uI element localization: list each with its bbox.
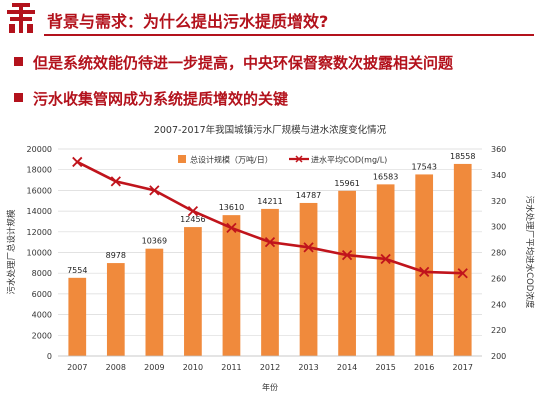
- slide-title: 背景与需求：为什么提出污水提质增效?: [47, 12, 329, 31]
- university-logo-icon: [7, 3, 35, 33]
- slide-header: 背景与需求：为什么提出污水提质增效?: [0, 0, 540, 38]
- bar: [68, 277, 87, 356]
- y2-axis-title: 污水处理厂平均进水COD浓度: [524, 196, 535, 309]
- bar-value-label: 12456: [180, 215, 205, 224]
- bullet-item: 但是系统效能仍待进一步提高，中央环保督察数次披露相关问题: [14, 52, 453, 73]
- cod-point-marker: [341, 249, 353, 261]
- bar-value-label: 16583: [373, 172, 398, 181]
- y-tick-label: 2000: [32, 331, 52, 340]
- bar-value-label: 8978: [106, 251, 126, 260]
- x-tick-label: 2010: [183, 363, 203, 372]
- x-tick-label: 2015: [375, 363, 395, 372]
- y-axis-title: 污水处理厂总设计规模: [6, 209, 17, 295]
- cod-point-marker: [457, 268, 468, 279]
- bar-value-label: 14211: [257, 197, 282, 206]
- y-tick-label: 18000: [27, 166, 52, 175]
- x-tick-label: 2012: [260, 363, 280, 372]
- bar: [261, 208, 279, 356]
- bar: [453, 163, 472, 356]
- cod-point-marker: [226, 222, 237, 234]
- x-tick-label: 2009: [144, 363, 164, 372]
- bar: [376, 184, 395, 356]
- y2-tick-label: 300: [491, 223, 506, 232]
- x-tick-label: 2014: [337, 363, 357, 372]
- legend-marker: [295, 155, 303, 163]
- y-tick-label: 0: [47, 352, 52, 361]
- cod-point-marker: [72, 156, 83, 168]
- y-tick-label: 14000: [27, 207, 52, 216]
- y2-tick-label: 260: [491, 274, 506, 283]
- cod-point-marker: [187, 205, 199, 217]
- y2-tick-label: 220: [491, 326, 506, 335]
- x-tick-label: 2013: [298, 363, 318, 372]
- bar-value-label: 7554: [67, 266, 87, 275]
- y-tick-label: 20000: [27, 145, 52, 154]
- y2-tick-label: 360: [491, 145, 506, 154]
- bar-value-label: 17543: [411, 162, 436, 171]
- cod-point-marker: [264, 237, 276, 248]
- y-tick-label: 12000: [27, 228, 52, 237]
- bar: [415, 174, 434, 356]
- x-tick-label: 2017: [453, 363, 473, 372]
- x-tick-label: 2007: [67, 363, 87, 372]
- bar: [106, 263, 125, 356]
- y-tick-label: 6000: [32, 290, 52, 299]
- bar-value-label: 15961: [334, 179, 359, 188]
- bullet-square-icon: [14, 93, 23, 102]
- y-tick-label: 16000: [27, 186, 52, 195]
- y-tick-label: 10000: [27, 249, 52, 258]
- y2-tick-label: 340: [491, 171, 506, 180]
- bar: [299, 202, 318, 356]
- legend-swatch-bar: [178, 155, 186, 163]
- chart-title: 2007-2017年我国城镇污水厂规模与进水浓度变化情况: [154, 124, 387, 136]
- cod-point-marker: [380, 253, 391, 265]
- bar-value-label: 13610: [219, 203, 244, 212]
- combo-chart: 2007-2017年我国城镇污水厂规模与进水浓度变化情况 0 2000 4000 600…: [6, 124, 535, 392]
- legend-label: 进水平均COD(mg/L): [311, 155, 387, 165]
- cod-point-marker: [303, 242, 314, 253]
- y2-tick-label: 280: [491, 249, 506, 258]
- x-tick-label: 2008: [106, 363, 126, 372]
- bar-value-label: 10369: [142, 237, 167, 246]
- bullet-text: 但是系统效能仍待进一步提高，中央环保督察数次披露相关问题: [33, 54, 454, 72]
- x-tick-label: 2016: [414, 363, 434, 372]
- y2-tick-label: 320: [491, 197, 506, 206]
- cod-point-marker: [149, 185, 160, 196]
- bar: [338, 190, 356, 356]
- y-tick-label: 4000: [32, 311, 52, 320]
- x-axis-title: 年份: [262, 382, 278, 392]
- legend-label: 总设计规模（万吨/日）: [190, 155, 273, 165]
- x-tick-label: 2011: [221, 363, 241, 372]
- y-tick-label: 8000: [32, 269, 52, 278]
- bar: [184, 227, 202, 356]
- bar-value-label: 18558: [450, 152, 475, 161]
- bullet-item: 污水收集管网成为系统提质增效的关键: [14, 88, 288, 109]
- bullet-square-icon: [14, 57, 23, 66]
- bar: [145, 248, 164, 356]
- y2-tick-label: 200: [491, 352, 506, 361]
- title-divider: [44, 34, 534, 36]
- bar: [222, 215, 241, 356]
- bullet-text: 污水收集管网成为系统提质增效的关键: [33, 90, 289, 108]
- y2-tick-label: 240: [491, 300, 506, 309]
- cod-point-marker: [419, 266, 430, 278]
- bar-value-label: 14787: [296, 191, 321, 200]
- cod-point-marker: [110, 176, 121, 187]
